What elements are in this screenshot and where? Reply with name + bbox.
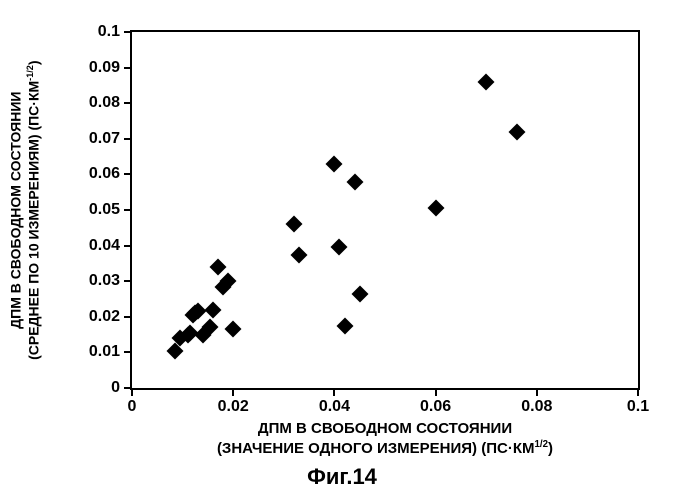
data-point xyxy=(225,321,242,338)
y-axis-label-line2: (СРЕДНЕЕ ПО 10 ИЗМЕРЕНИЯМ) (ПС·КМ-1/2) xyxy=(25,60,43,359)
x-axis-label-line2: (ЗНАЧЕНИЕ ОДНОГО ИЗМЕРЕНИЯ) (ПС·КМ1/2) xyxy=(130,439,640,459)
y-tick-label: 0.06 xyxy=(89,165,120,183)
x-tick xyxy=(435,388,437,396)
y-tick xyxy=(124,351,132,353)
plot-area: 00.020.040.060.080.100.010.020.030.040.0… xyxy=(130,30,640,390)
y-tick-label: 0.09 xyxy=(89,59,120,77)
data-point xyxy=(427,200,444,217)
y-tick-label: 0.01 xyxy=(89,343,120,361)
y-tick xyxy=(124,67,132,69)
y-axis-label: ДПМ В СВОБОДНОМ СОСТОЯНИИ (СРЕДНЕЕ ПО 10… xyxy=(10,30,40,390)
x-axis-label-line1: ДПМ В СВОБОДНОМ СОСТОЯНИИ xyxy=(130,420,640,439)
y-tick-label: 0.1 xyxy=(98,23,120,41)
y-tick-label: 0.05 xyxy=(89,201,120,219)
x-tick-label: 0.08 xyxy=(521,398,552,416)
data-point xyxy=(478,73,495,90)
x-tick-label: 0.06 xyxy=(420,398,451,416)
y-tick xyxy=(124,387,132,389)
y-tick-label: 0.04 xyxy=(89,237,120,255)
y-tick xyxy=(124,173,132,175)
x-tick xyxy=(637,388,639,396)
data-point xyxy=(346,173,363,190)
data-point xyxy=(336,317,353,334)
y-tick xyxy=(124,209,132,211)
y-axis-label-line1: ДПМ В СВОБОДНОМ СОСТОЯНИИ xyxy=(7,60,25,359)
y-tick-label: 0.08 xyxy=(89,94,120,112)
data-point xyxy=(210,258,227,275)
data-point xyxy=(285,216,302,233)
x-tick xyxy=(232,388,234,396)
data-point xyxy=(508,123,525,140)
x-tick-label: 0.04 xyxy=(319,398,350,416)
y-tick xyxy=(124,31,132,33)
y-tick xyxy=(124,102,132,104)
y-tick xyxy=(124,138,132,140)
x-tick-label: 0.1 xyxy=(627,398,649,416)
data-point xyxy=(290,246,307,263)
y-tick xyxy=(124,245,132,247)
x-axis-label: ДПМ В СВОБОДНОМ СОСТОЯНИИ (ЗНАЧЕНИЕ ОДНО… xyxy=(130,420,640,459)
x-tick xyxy=(131,388,133,396)
x-tick-label: 0.02 xyxy=(218,398,249,416)
y-tick-label: 0.07 xyxy=(89,130,120,148)
y-tick-label: 0.03 xyxy=(89,272,120,290)
data-point xyxy=(204,301,221,318)
data-point xyxy=(351,285,368,302)
x-tick xyxy=(536,388,538,396)
figure-caption: Фиг.14 xyxy=(0,464,684,490)
x-tick xyxy=(333,388,335,396)
y-tick xyxy=(124,316,132,318)
data-point xyxy=(331,239,348,256)
x-tick-label: 0 xyxy=(128,398,137,416)
data-point xyxy=(326,155,343,172)
y-tick-label: 0 xyxy=(111,379,120,397)
y-tick xyxy=(124,280,132,282)
scatter-chart: ДПМ В СВОБОДНОМ СОСТОЯНИИ (СРЕДНЕЕ ПО 10… xyxy=(0,0,684,500)
y-tick-label: 0.02 xyxy=(89,308,120,326)
